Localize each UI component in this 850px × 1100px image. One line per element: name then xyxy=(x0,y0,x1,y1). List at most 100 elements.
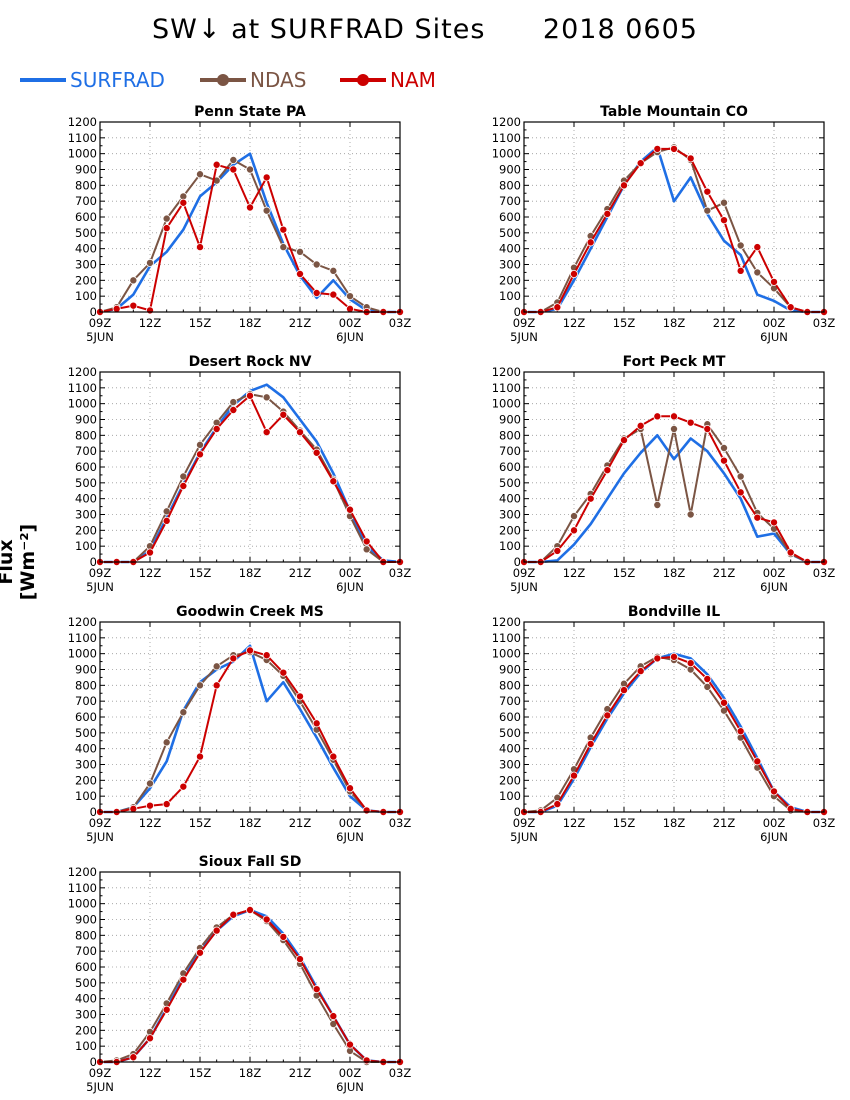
data-point-ndas xyxy=(720,198,729,207)
data-point-nam xyxy=(553,546,562,555)
legend-item-surfrad: SURFRAD xyxy=(18,66,208,96)
y-tick-label: 0 xyxy=(514,805,521,819)
data-point-nam xyxy=(703,187,712,196)
data-point-nam xyxy=(329,290,338,299)
x-date-label: 5JUN xyxy=(86,580,114,594)
y-tick-label: 1200 xyxy=(492,365,521,379)
data-point-nam xyxy=(636,421,645,430)
x-tick-label: 03Z xyxy=(389,1066,412,1080)
x-date-label: 6JUN xyxy=(336,330,364,344)
data-point-nam xyxy=(686,659,695,668)
data-point-ndas xyxy=(179,472,188,481)
data-point-nam xyxy=(670,652,679,661)
data-point-nam xyxy=(653,412,662,421)
x-tick-label: 03Z xyxy=(813,316,836,330)
data-point-nam xyxy=(162,800,171,809)
x-tick-label: 18Z xyxy=(239,316,262,330)
y-tick-label: 300 xyxy=(75,758,97,772)
data-point-nam xyxy=(736,727,745,736)
x-tick-label: 09Z xyxy=(89,816,112,830)
x-tick-label: 00Z xyxy=(339,816,362,830)
y-tick-label: 1200 xyxy=(492,615,521,629)
data-point-ndas xyxy=(212,662,221,671)
y-tick-label: 100 xyxy=(75,289,97,303)
y-tick-label: 200 xyxy=(75,1023,97,1037)
x-tick-label: 09Z xyxy=(513,566,536,580)
y-tick-label: 800 xyxy=(75,678,97,692)
data-point-nam xyxy=(329,477,338,486)
y-tick-label: 800 xyxy=(499,428,521,442)
data-point-ndas xyxy=(720,443,729,452)
x-tick-label: 21Z xyxy=(289,566,312,580)
x-tick-label: 18Z xyxy=(239,566,262,580)
panel-frame xyxy=(99,121,401,313)
data-point-nam xyxy=(162,1005,171,1014)
data-point-ndas xyxy=(229,398,238,407)
data-point-nam xyxy=(570,269,579,278)
data-point-nam xyxy=(279,668,288,677)
data-point-nam xyxy=(345,784,354,793)
data-point-nam xyxy=(620,181,629,190)
y-tick-label: 200 xyxy=(499,523,521,537)
y-tick-label: 1100 xyxy=(492,131,521,145)
data-point-nam xyxy=(753,243,762,252)
data-point-nam xyxy=(636,159,645,168)
y-tick-label: 100 xyxy=(499,789,521,803)
data-point-ndas xyxy=(670,424,679,433)
data-point-nam xyxy=(229,165,238,174)
x-tick-label: 21Z xyxy=(289,316,312,330)
data-point-nam xyxy=(262,173,271,182)
panel-frame xyxy=(99,621,401,813)
y-tick-label: 900 xyxy=(75,413,97,427)
y-tick-label: 100 xyxy=(499,289,521,303)
x-tick-label: 15Z xyxy=(189,566,212,580)
y-tick-label: 800 xyxy=(499,678,521,692)
data-point-nam xyxy=(245,391,254,400)
data-point-nam xyxy=(620,436,629,445)
y-tick-label: 900 xyxy=(499,413,521,427)
data-point-nam xyxy=(212,424,221,433)
y-tick-label: 1000 xyxy=(68,397,97,411)
y-tick-label: 200 xyxy=(75,773,97,787)
y-tick-label: 1000 xyxy=(68,897,97,911)
data-point-ndas xyxy=(703,206,712,215)
data-point-nam xyxy=(279,932,288,941)
data-point-nam xyxy=(586,739,595,748)
x-tick-label: 21Z xyxy=(713,316,736,330)
x-date-label: 6JUN xyxy=(336,580,364,594)
data-point-ndas xyxy=(279,243,288,252)
x-tick-label: 09Z xyxy=(89,1066,112,1080)
data-point-ndas xyxy=(162,214,171,223)
data-point-ndas xyxy=(736,472,745,481)
data-point-ndas xyxy=(195,440,204,449)
y-tick-label: 300 xyxy=(499,258,521,272)
title-right: 2018 0605 xyxy=(542,14,698,45)
series-line-surfrad xyxy=(100,644,400,814)
y-tick-label: 1100 xyxy=(68,631,97,645)
data-point-nam xyxy=(736,266,745,275)
data-point-nam xyxy=(312,985,321,994)
data-point-nam xyxy=(345,304,354,313)
y-tick-label: 1000 xyxy=(492,647,521,661)
y-tick-label: 1000 xyxy=(68,147,97,161)
data-point-nam xyxy=(362,1056,371,1065)
data-point-nam xyxy=(129,301,138,310)
y-tick-label: 0 xyxy=(90,555,97,569)
y-tick-label: 0 xyxy=(90,805,97,819)
y-tick-label: 1200 xyxy=(492,115,521,129)
y-tick-label: 100 xyxy=(499,539,521,553)
panel-bondville-il: Bondville IL0100200300400500600700800900… xyxy=(492,604,836,844)
data-point-nam xyxy=(145,306,154,315)
data-point-ndas xyxy=(145,779,154,788)
x-date-label: 5JUN xyxy=(86,830,114,844)
y-tick-label: 400 xyxy=(75,992,97,1006)
data-point-nam xyxy=(195,243,204,252)
data-point-ndas xyxy=(703,682,712,691)
panel-frame xyxy=(523,371,825,563)
x-date-label: 5JUN xyxy=(510,580,538,594)
series-line-surfrad xyxy=(524,433,824,564)
y-tick-label: 400 xyxy=(75,742,97,756)
data-point-nam xyxy=(129,1053,138,1062)
panel-frame xyxy=(99,871,401,1063)
